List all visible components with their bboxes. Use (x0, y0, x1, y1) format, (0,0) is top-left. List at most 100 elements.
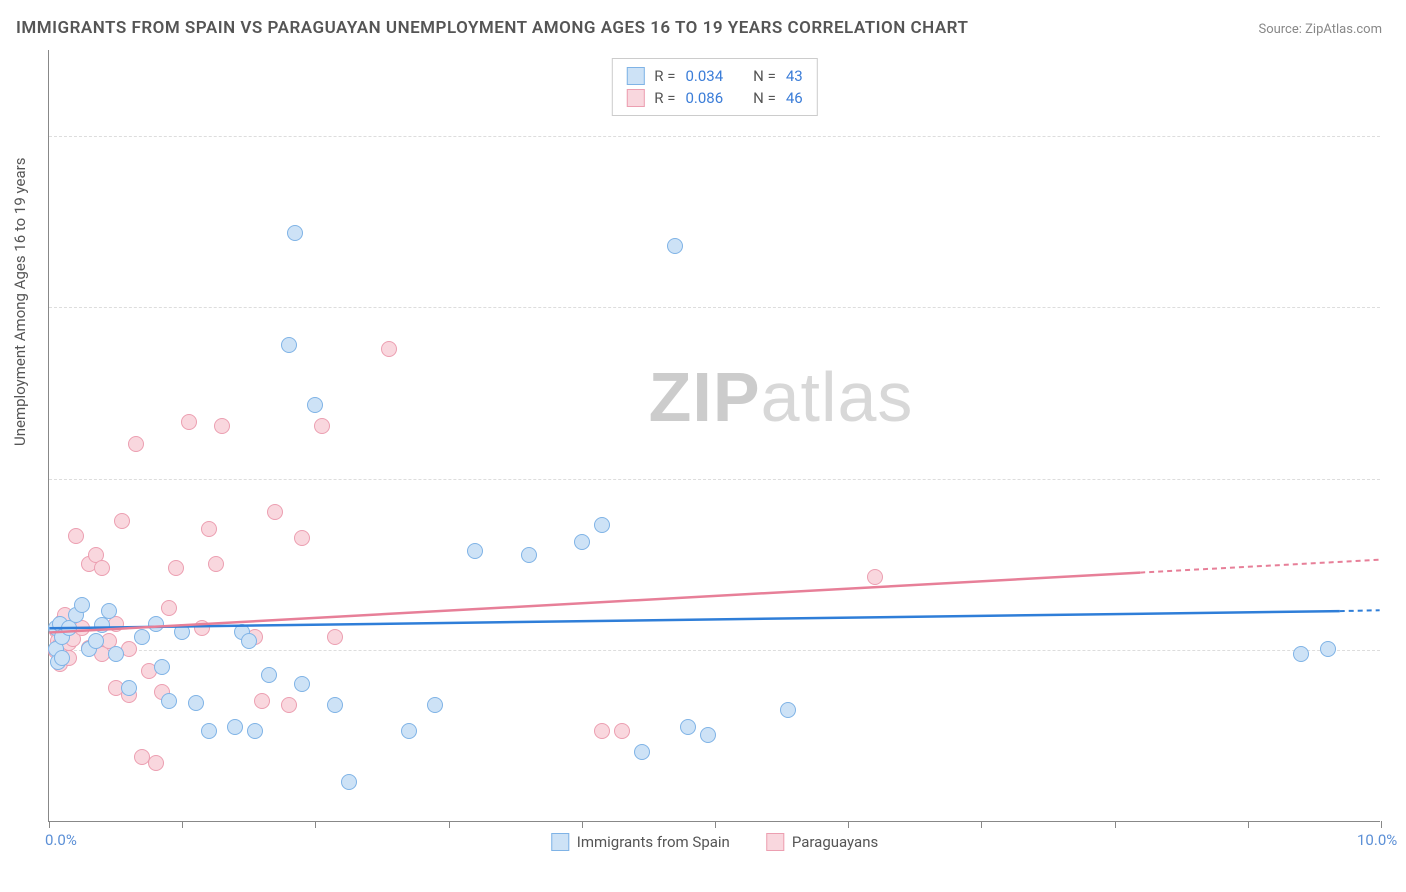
data-point-spain (247, 723, 263, 739)
legend-item-spain: Immigrants from Spain (551, 833, 730, 851)
trend-lines (49, 50, 1380, 821)
x-tick (981, 821, 982, 828)
data-point-spain (594, 517, 610, 533)
data-point-paraguay (267, 504, 283, 520)
r-label: R = (654, 89, 675, 107)
data-point-paraguay (114, 513, 130, 529)
x-tick (582, 821, 583, 828)
data-point-paraguay (181, 414, 197, 430)
y-tick-label: 40.0% (1390, 470, 1406, 488)
data-point-paraguay (614, 723, 630, 739)
data-point-paraguay (68, 528, 84, 544)
chart-container: IMMIGRANTS FROM SPAIN VS PARAGUAYAN UNEM… (0, 0, 1406, 892)
data-point-spain (467, 543, 483, 559)
n-label: N = (753, 89, 776, 107)
x-tick (715, 821, 716, 828)
data-point-paraguay (128, 436, 144, 452)
n-label: N = (753, 67, 776, 85)
x-tick (449, 821, 450, 828)
x-tick (49, 821, 50, 828)
data-point-paraguay (208, 556, 224, 572)
y-tick-label: 60.0% (1390, 298, 1406, 316)
n-value-paraguay: 46 (786, 89, 803, 107)
data-point-spain (634, 744, 650, 760)
data-point-spain (680, 719, 696, 735)
watermark-zip: ZIP (649, 358, 761, 436)
grid-line (49, 479, 1380, 480)
data-point-paraguay (314, 418, 330, 434)
x-tick (1248, 821, 1249, 828)
data-point-spain (188, 695, 204, 711)
data-point-spain (201, 723, 217, 739)
series-legend: Immigrants from Spain Paraguayans (551, 833, 878, 851)
data-point-spain (287, 225, 303, 241)
grid-line (49, 136, 1380, 137)
data-point-paraguay (381, 341, 397, 357)
data-point-spain (88, 633, 104, 649)
plot-area: ZIPatlas R = 0.034 N = 43 R = 0.086 N = … (48, 50, 1380, 822)
source-attribution: Source: ZipAtlas.com (1258, 22, 1382, 37)
x-tick (315, 821, 316, 828)
data-point-spain (1293, 646, 1309, 662)
data-point-paraguay (148, 755, 164, 771)
trend-line-spain-extrapolated (1340, 610, 1380, 611)
data-point-spain (74, 597, 90, 613)
data-point-spain (121, 680, 137, 696)
data-point-spain (54, 650, 70, 666)
r-value-paraguay: 0.086 (685, 89, 723, 107)
data-point-paraguay (161, 600, 177, 616)
data-point-spain (161, 693, 177, 709)
y-axis-label: Unemployment Among Ages 16 to 19 years (11, 158, 29, 446)
x-tick-label: 0.0% (45, 831, 77, 849)
data-point-paraguay (594, 723, 610, 739)
data-point-spain (241, 633, 257, 649)
x-tick (1115, 821, 1116, 828)
data-point-paraguay (168, 560, 184, 576)
data-point-spain (521, 547, 537, 563)
n-value-spain: 43 (786, 67, 803, 85)
data-point-paraguay (214, 418, 230, 434)
data-point-spain (667, 238, 683, 254)
y-tick-label: 80.0% (1390, 127, 1406, 145)
y-tick-label: 20.0% (1390, 641, 1406, 659)
chart-title: IMMIGRANTS FROM SPAIN VS PARAGUAYAN UNEM… (16, 18, 968, 38)
data-point-spain (227, 719, 243, 735)
grid-line (49, 650, 1380, 651)
correlation-legend: R = 0.034 N = 43 R = 0.086 N = 46 (611, 58, 817, 116)
x-tick (848, 821, 849, 828)
data-point-paraguay (294, 530, 310, 546)
data-point-spain (327, 697, 343, 713)
trend-line-paraguay (49, 573, 1140, 633)
data-point-spain (427, 697, 443, 713)
x-tick-label: 10.0% (1357, 831, 1397, 849)
data-point-paraguay (94, 560, 110, 576)
data-point-spain (700, 727, 716, 743)
legend-label-paraguay: Paraguayans (792, 833, 878, 851)
swatch-spain-icon (551, 833, 569, 851)
watermark: ZIPatlas (649, 357, 914, 437)
r-value-spain: 0.034 (685, 67, 723, 85)
data-point-spain (341, 774, 357, 790)
data-point-spain (307, 397, 323, 413)
correlation-row-paraguay: R = 0.086 N = 46 (626, 87, 802, 109)
data-point-spain (154, 659, 170, 675)
x-tick (1381, 821, 1382, 828)
data-point-spain (148, 616, 164, 632)
legend-label-spain: Immigrants from Spain (577, 833, 730, 851)
data-point-spain (101, 603, 117, 619)
data-point-paraguay (194, 620, 210, 636)
data-point-spain (401, 723, 417, 739)
data-point-spain (1320, 641, 1336, 657)
data-point-spain (294, 676, 310, 692)
data-point-spain (261, 667, 277, 683)
data-point-paraguay (254, 693, 270, 709)
data-point-paraguay (201, 521, 217, 537)
trend-line-paraguay-extrapolated (1140, 560, 1379, 573)
correlation-row-spain: R = 0.034 N = 43 (626, 65, 802, 87)
data-point-spain (134, 629, 150, 645)
swatch-paraguay-icon (766, 833, 784, 851)
data-point-spain (281, 337, 297, 353)
data-point-paraguay (281, 697, 297, 713)
r-label: R = (654, 67, 675, 85)
grid-line (49, 307, 1380, 308)
